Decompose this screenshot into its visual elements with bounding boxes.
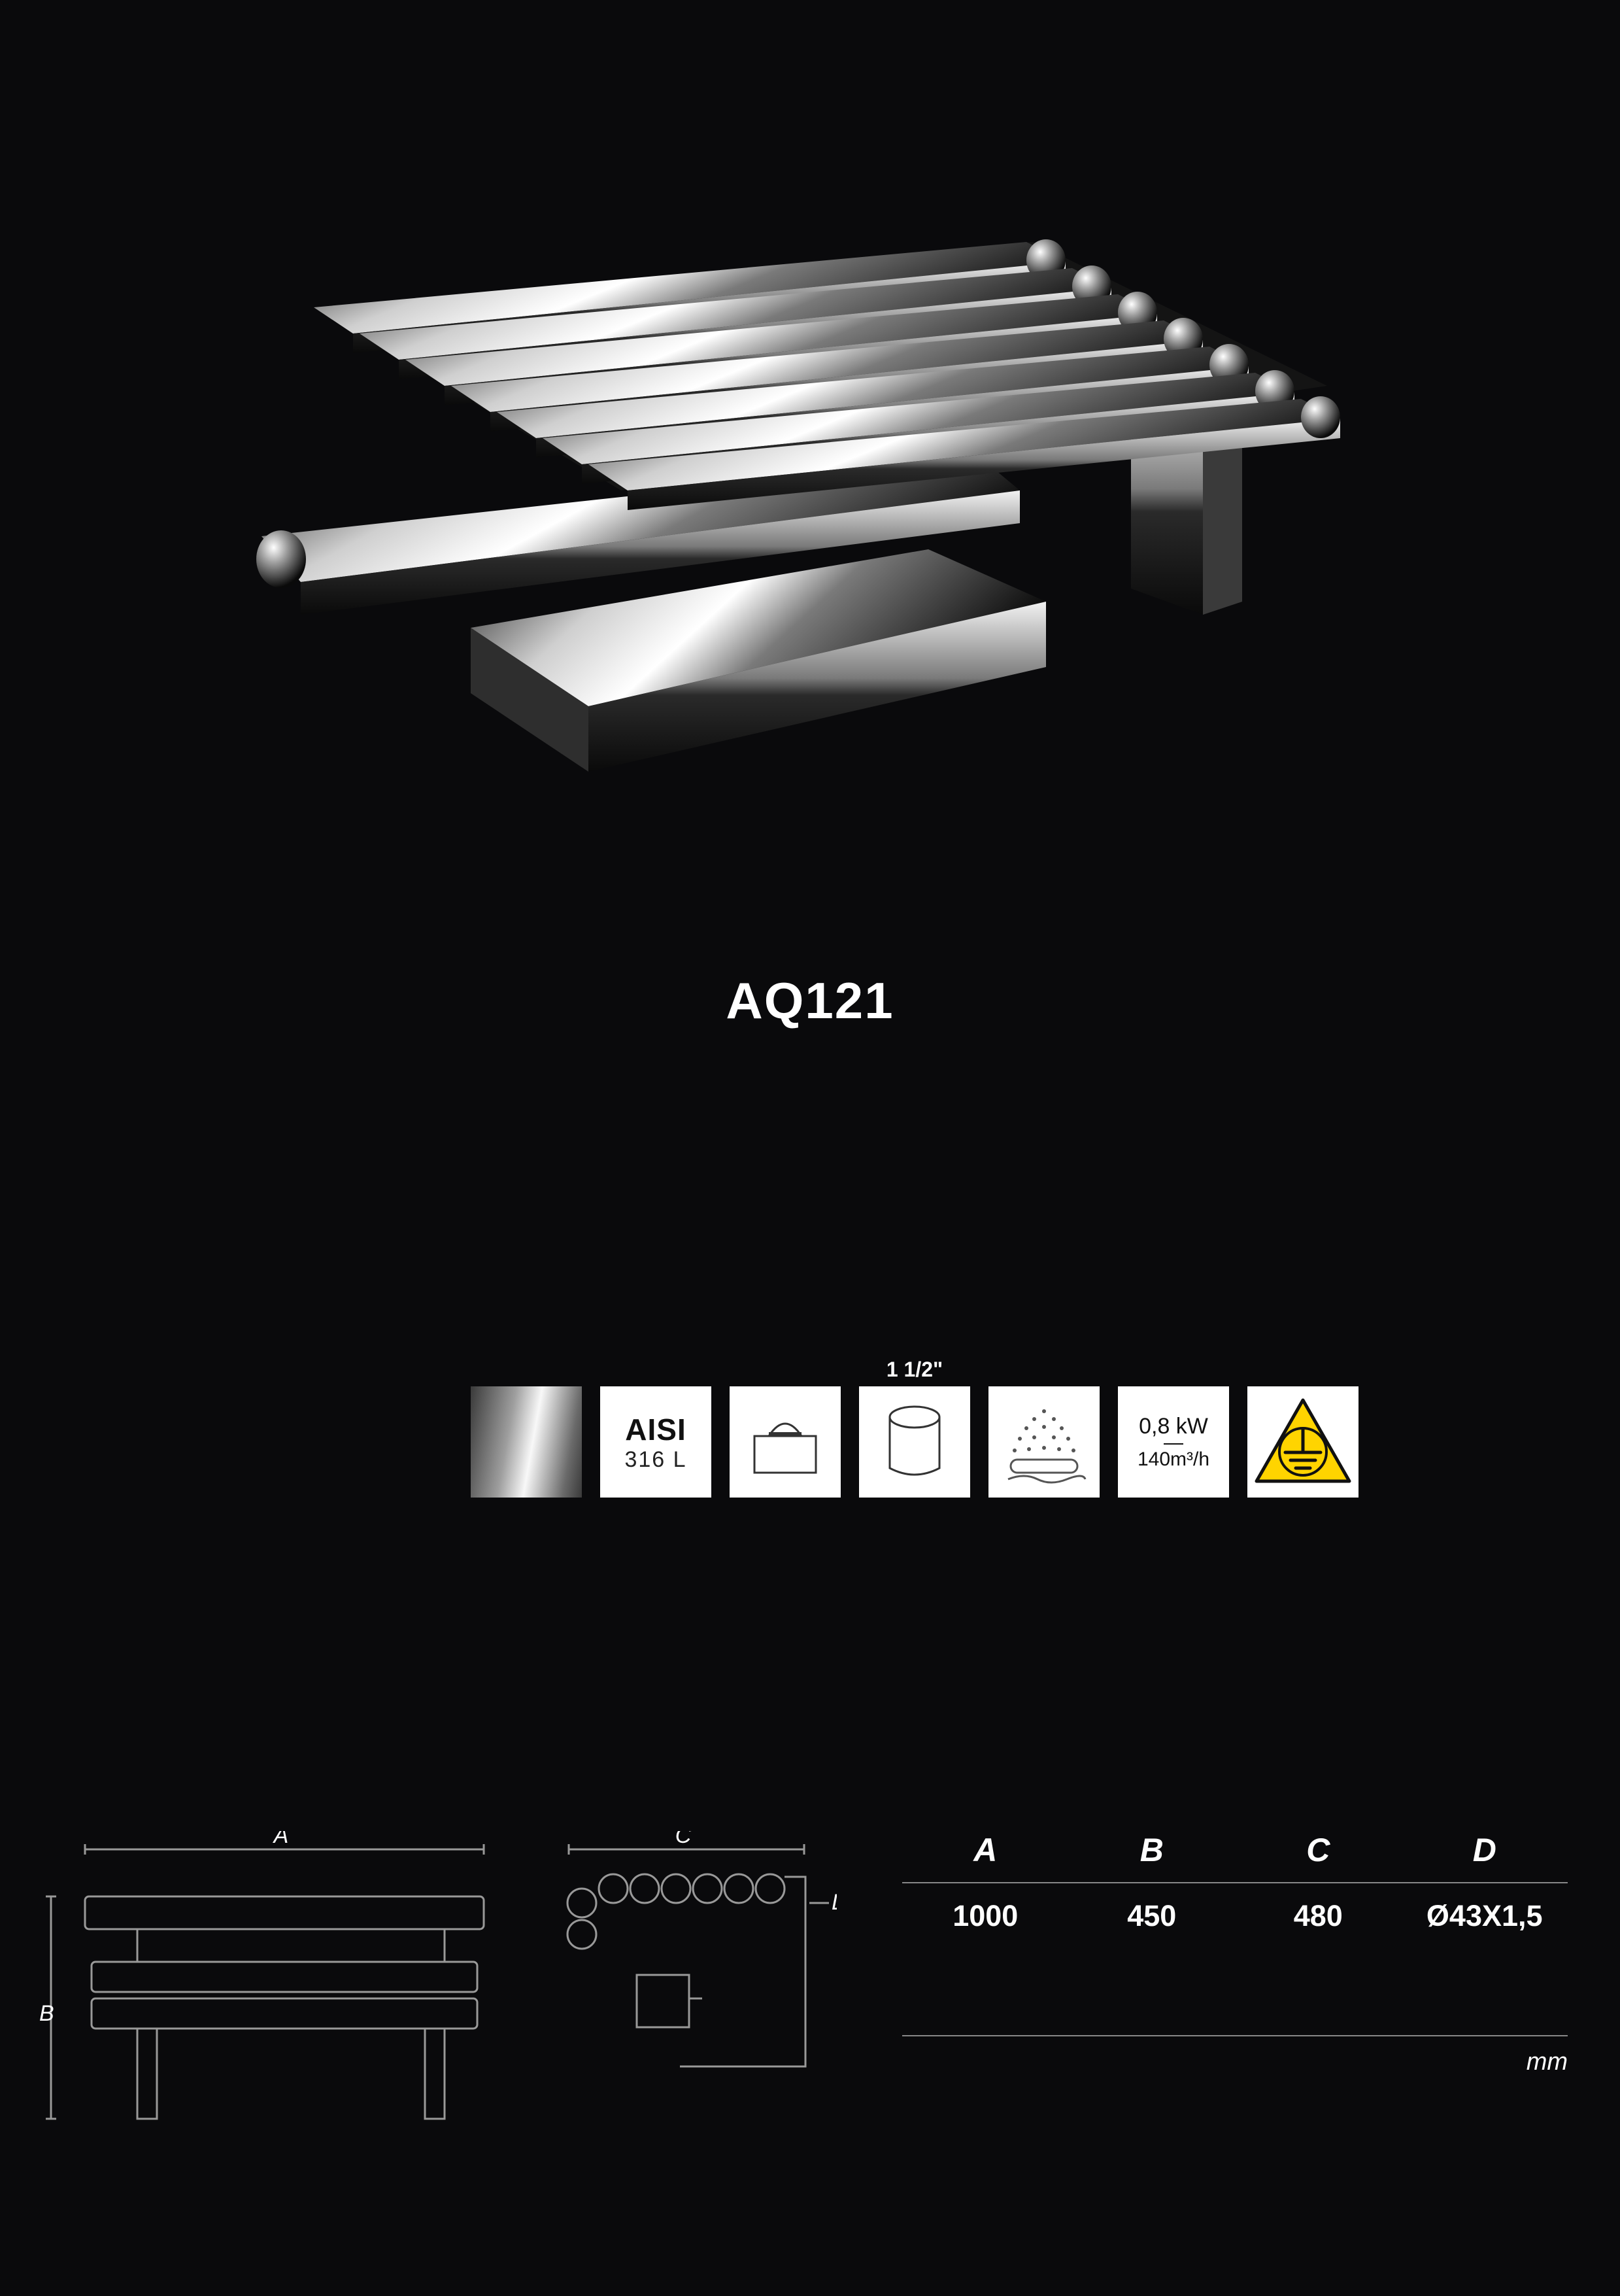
flow-jet-icon <box>988 1386 1100 1498</box>
table-header-row: A B C D <box>902 1831 1568 1883</box>
dimensions-table: A B C D 1000 450 480 Ø43X1,5 mm <box>902 1831 1568 2191</box>
front-elevation-schematic: A B <box>39 1831 510 2191</box>
product-hero-image <box>196 183 1373 772</box>
dim-label-c: C <box>675 1831 692 1848</box>
connection-size-label: 1 1/2" <box>859 1358 970 1382</box>
connection-size-icon: 1 1/2" <box>859 1386 970 1498</box>
grounding-warning-icon <box>1247 1386 1358 1498</box>
dim-value: 480 <box>1235 1899 1402 1933</box>
flow-rating-label: 140m³/h <box>1138 1448 1209 1471</box>
dim-value: Ø43X1,5 <box>1402 1899 1568 1933</box>
dim-label-a: A <box>273 1831 289 1848</box>
col-header: A <box>902 1831 1069 1869</box>
mounting-icon <box>730 1386 841 1498</box>
unit-label: mm <box>902 2035 1568 2076</box>
dim-value: 450 <box>1069 1899 1236 1933</box>
aisi-grade-icon: AISI 316 L <box>600 1386 711 1498</box>
dim-value: 1000 <box>902 1899 1069 1933</box>
col-header: C <box>1235 1831 1402 1869</box>
col-header: B <box>1069 1831 1236 1869</box>
top-plan-schematic: C D <box>549 1831 837 2191</box>
product-title: AQ121 <box>726 971 894 1031</box>
aisi-bottom-label: 316 L <box>624 1447 686 1473</box>
material-finish-icon <box>471 1386 582 1498</box>
divider <box>1164 1443 1183 1445</box>
power-flow-rating-icon: 0,8 kW 140m³/h <box>1118 1386 1229 1498</box>
dim-label-b: B <box>39 2001 54 2026</box>
table-row: 1000 450 480 Ø43X1,5 <box>902 1883 1568 1944</box>
dimensions-section: A B <box>39 1831 1568 2191</box>
spec-icon-row: AISI 316 L 1 1/2" <box>471 1386 1358 1498</box>
col-header: D <box>1402 1831 1568 1869</box>
product-spec-page: AQ121 AISI 316 L 1 1/2" <box>0 0 1620 2296</box>
dim-label-d: D <box>832 1890 837 1915</box>
power-rating-label: 0,8 kW <box>1139 1414 1208 1439</box>
aisi-top-label: AISI <box>625 1412 686 1447</box>
